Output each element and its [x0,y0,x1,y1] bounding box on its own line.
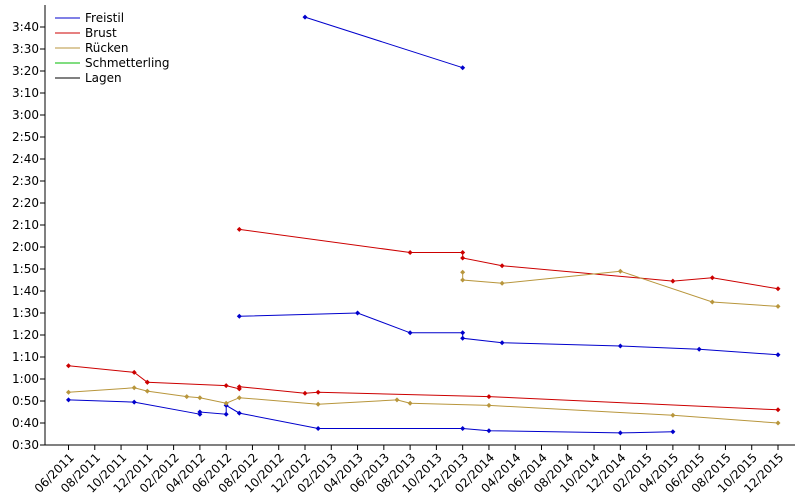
data-point [460,330,466,336]
axes-layer: 0:30 0:40 0:50 1:00 1:10 1:20 1:30 1:40 1:50 2:00… [12,5,795,496]
data-point [499,263,505,269]
data-point [197,409,203,415]
data-point [236,384,242,390]
y-tick-label: 1:30 [12,306,39,320]
data-point [617,343,623,349]
y-tick-label: 2:40 [12,152,39,166]
data-point [197,395,203,401]
data-point [460,269,466,275]
data-point [236,313,242,319]
legend-label: Freistil [85,11,124,25]
data-point [486,394,492,400]
data-point [394,397,400,403]
data-point [315,426,321,431]
data-point [236,226,242,232]
y-tick-label: 2:50 [12,130,39,144]
y-tick-label: 3:10 [12,86,39,100]
data-point [460,255,466,261]
data-point [236,410,242,416]
data-point [499,280,505,286]
data-point [66,389,71,395]
data-point [499,340,505,346]
data-point [66,397,71,403]
data-point [486,428,492,434]
y-tick-label: 2:00 [12,240,39,254]
data-point [670,278,676,284]
y-tick-label: 2:10 [12,218,39,232]
data-point [144,388,150,394]
series-lines-layer [66,14,781,436]
legend-label: Brust [85,26,117,40]
y-tick-label: 3:00 [12,108,39,122]
data-point [223,411,229,417]
data-point [775,407,781,413]
series-line-freistil [304,16,463,69]
data-point [131,385,137,391]
series-line-brust [239,228,779,290]
data-point [184,394,190,400]
data-point [407,250,413,255]
legend-label: Schmetterling [85,56,170,70]
data-point [670,412,676,418]
data-point [315,401,321,407]
data-point [355,310,361,316]
y-tick-label: 3:30 [12,42,39,56]
data-point [131,369,137,375]
data-point [617,430,623,436]
data-point [460,65,466,71]
data-point [315,389,321,395]
data-point [131,399,137,405]
legend-label: Lagen [85,71,122,85]
data-point [709,299,715,305]
y-tick-label: 0:50 [12,394,39,408]
data-point [302,390,308,396]
y-tick-label: 0:40 [12,416,39,430]
legend-label: Rücken [85,41,129,55]
data-point [460,335,466,341]
data-point [775,303,781,309]
data-point [144,379,150,385]
data-point [223,383,229,389]
data-point [223,400,229,406]
data-point [709,275,715,281]
data-point [617,268,623,274]
y-tick-label: 1:10 [12,350,39,364]
data-point [460,277,466,283]
y-tick-label: 3:20 [12,64,39,78]
y-tick-label: 1:00 [12,372,39,386]
data-point [302,14,308,20]
data-point [670,429,676,435]
data-point [66,363,71,369]
y-tick-label: 1:50 [12,262,39,276]
data-point [486,402,492,408]
y-tick-label: 0:30 [12,438,39,452]
data-point [460,426,466,431]
data-point [407,400,413,406]
data-point [775,352,781,358]
series-line-freistil [239,312,779,356]
data-point [407,330,413,336]
data-point [460,250,466,255]
y-tick-label: 2:20 [12,196,39,210]
data-point [775,420,781,426]
y-tick-label: 2:30 [12,174,39,188]
y-tick-label: 1:20 [12,328,39,342]
data-point [696,346,702,352]
y-tick-label: 3:40 [12,20,39,34]
y-tick-label: 1:40 [12,284,39,298]
data-point [775,286,781,292]
series-line-freistil [68,399,673,434]
data-point [236,395,242,401]
